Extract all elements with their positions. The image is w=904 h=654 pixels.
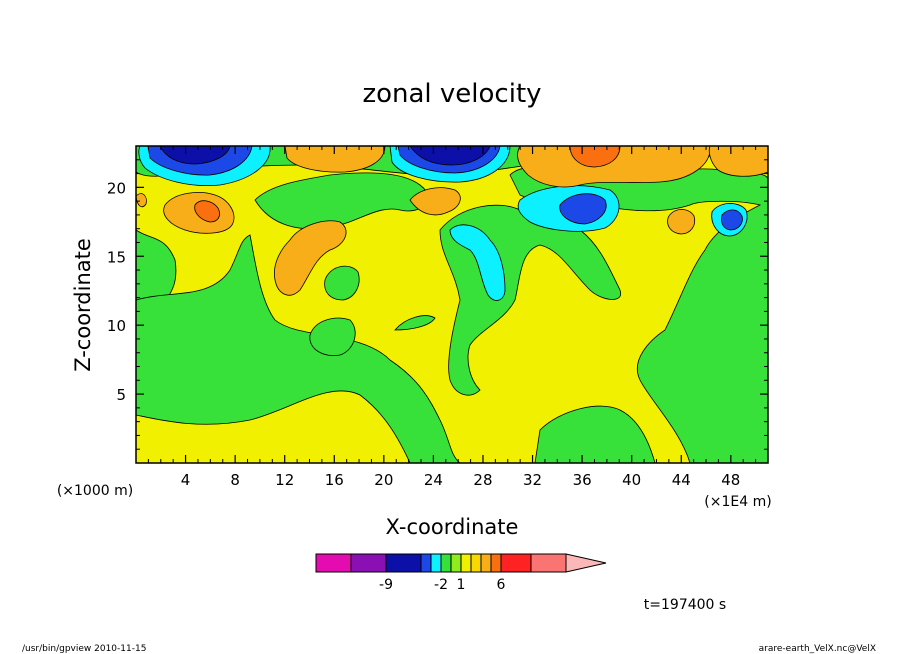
colorbar-segment [480, 553, 492, 573]
y-tick-label: 15 [107, 248, 126, 266]
x-tick-label: 20 [374, 471, 393, 489]
colorbar-segment [385, 553, 422, 573]
x-tick-label: 4 [181, 471, 191, 489]
y-tick-label: 20 [107, 179, 126, 197]
x-unit-right: (×1E4 m) [704, 494, 771, 510]
contour-field [136, 146, 768, 463]
colorbar-segment [470, 553, 482, 573]
colorbar-segment [500, 553, 532, 573]
chart-title: zonal velocity [362, 79, 541, 109]
x-tick-label: 48 [721, 471, 740, 489]
x-tick-label: 44 [672, 471, 691, 489]
colorbar [315, 553, 607, 573]
colorbar-segment [490, 553, 502, 573]
footer-right: arare-earth_VelX.nc@VelX [759, 644, 876, 654]
x-tick-label: 8 [230, 471, 240, 489]
y-axis-ticks: 5 10 15 20 [107, 159, 768, 450]
colorbar-segment [315, 553, 352, 573]
colorbar-arrow [565, 553, 607, 573]
colorbar-segment [530, 553, 567, 573]
colorbar-segment [440, 553, 452, 573]
colorbar-labels: -9 -2 1 6 [379, 577, 506, 593]
x-tick-label: 40 [622, 471, 641, 489]
x-tick-label: 28 [473, 471, 492, 489]
colorbar-tick-label: 6 [497, 577, 506, 593]
x-unit-left: (×1000 m) [57, 483, 133, 499]
colorbar-tick-label: -2 [434, 577, 448, 593]
colorbar-segment [450, 553, 462, 573]
colorbar-tick-label: -9 [379, 577, 393, 593]
y-axis-label: Z-coordinate [71, 238, 95, 372]
time-label: t=197400 s [644, 597, 726, 613]
x-tick-label: 36 [573, 471, 592, 489]
colorbar-tick-label: 1 [457, 577, 466, 593]
x-tick-label: 24 [424, 471, 443, 489]
x-tick-label: 12 [275, 471, 294, 489]
colorbar-segment [460, 553, 472, 573]
y-tick-label: 5 [116, 386, 126, 404]
colorbar-segment [430, 553, 442, 573]
colorbar-segment [350, 553, 387, 573]
plot-frame [135, 145, 769, 464]
colorbar-segment [420, 553, 432, 573]
footer-left: /usr/bin/gpview 2010-11-15 [22, 644, 146, 654]
x-axis-label: X-coordinate [386, 515, 519, 539]
x-tick-label: 16 [325, 471, 344, 489]
y-tick-label: 10 [107, 317, 126, 335]
x-axis-ticks: 4 8 12 16 20 24 28 32 36 40 44 48 [147, 146, 757, 489]
x-tick-label: 32 [523, 471, 542, 489]
